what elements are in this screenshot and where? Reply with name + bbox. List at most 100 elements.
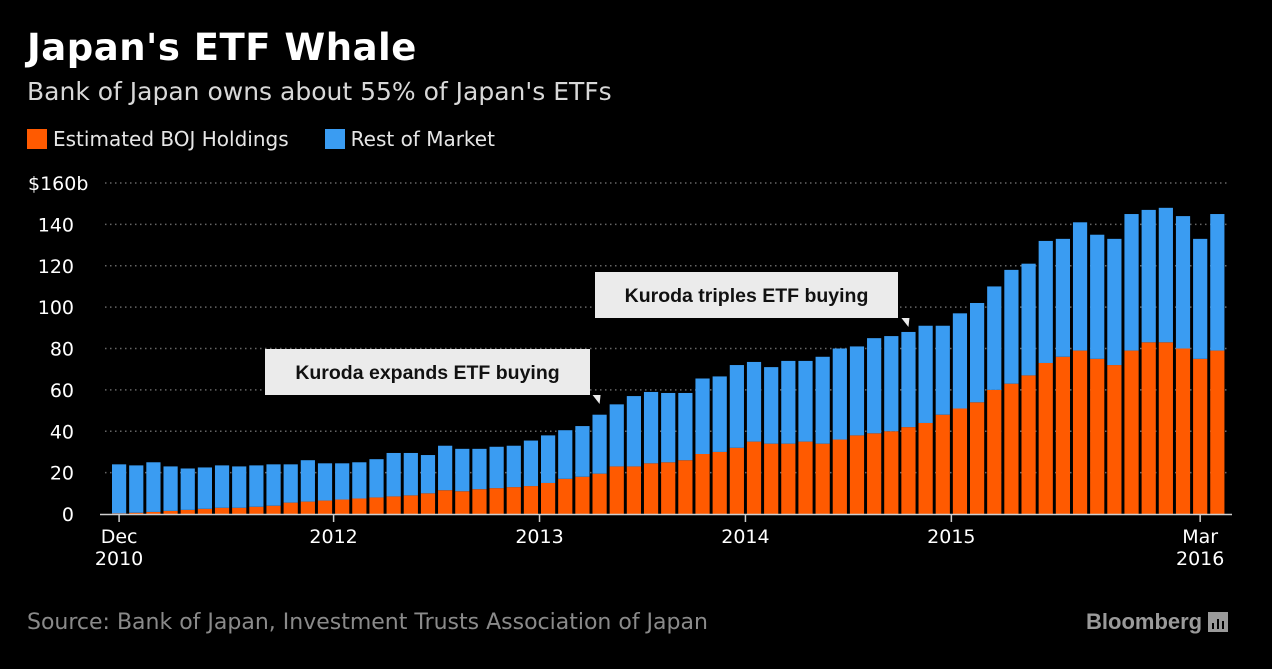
bar-boj bbox=[575, 476, 590, 514]
legend-item-boj: Estimated BOJ Holdings bbox=[27, 127, 289, 151]
bar-boj bbox=[403, 495, 418, 514]
bar-boj bbox=[163, 510, 178, 514]
bar-boj bbox=[712, 451, 727, 514]
bar-rest bbox=[1158, 207, 1173, 343]
bar-boj bbox=[214, 507, 230, 514]
bar-rest bbox=[729, 365, 744, 448]
y-tick-label: 140 bbox=[38, 214, 74, 236]
bar-boj bbox=[369, 497, 384, 514]
bar-rest bbox=[867, 338, 882, 434]
legend-item-rest: Rest of Market bbox=[324, 127, 495, 151]
bar-boj bbox=[317, 500, 333, 514]
bar-boj bbox=[283, 502, 298, 514]
bar-rest bbox=[935, 325, 950, 415]
bar-rest bbox=[1090, 234, 1105, 359]
bar-rest bbox=[146, 462, 161, 512]
chart-title: Japan's ETF Whale bbox=[27, 26, 417, 69]
bar-rest bbox=[746, 361, 762, 442]
bar-boj bbox=[1090, 358, 1105, 514]
bar-boj bbox=[249, 506, 264, 514]
bar-rest bbox=[1124, 214, 1139, 351]
bar-rest bbox=[129, 465, 144, 513]
bar-boj bbox=[541, 482, 556, 514]
bar-rest bbox=[438, 445, 453, 491]
bar-boj bbox=[867, 433, 882, 514]
bar-boj bbox=[1193, 358, 1208, 514]
bar-boj bbox=[352, 498, 367, 514]
bar-rest bbox=[712, 376, 727, 452]
bar-boj bbox=[935, 414, 950, 514]
bar-boj bbox=[746, 441, 762, 514]
y-tick-label: 0 bbox=[62, 504, 74, 526]
brand-name: Bloomberg bbox=[1086, 609, 1203, 634]
bloomberg-chart-icon bbox=[1208, 612, 1229, 632]
bar-rest bbox=[575, 426, 590, 477]
bar-rest bbox=[214, 465, 230, 508]
bar-rest bbox=[1210, 214, 1225, 351]
bar-boj bbox=[661, 462, 676, 514]
bar-boj bbox=[558, 478, 573, 514]
bar-rest bbox=[952, 313, 968, 409]
bar-boj bbox=[1055, 356, 1070, 514]
bar-rest bbox=[918, 325, 933, 423]
y-tick-label: 60 bbox=[50, 380, 74, 402]
bar-rest bbox=[901, 331, 916, 428]
bar-boj bbox=[609, 466, 624, 514]
bar-boj bbox=[815, 443, 830, 514]
bar-boj bbox=[798, 441, 813, 514]
bar-rest bbox=[420, 455, 436, 494]
bar-rest bbox=[352, 462, 367, 499]
annotation-callout: Kuroda triples ETF buying bbox=[595, 272, 910, 327]
legend-label-rest: Rest of Market bbox=[350, 127, 495, 151]
x-tick-label-year: 2016 bbox=[1176, 548, 1224, 570]
bar-boj bbox=[970, 402, 985, 514]
bar-rest bbox=[678, 392, 693, 461]
bar-rest bbox=[317, 463, 333, 501]
bar-boj bbox=[1124, 350, 1139, 514]
bar-boj bbox=[849, 435, 865, 514]
legend-label-boj: Estimated BOJ Holdings bbox=[53, 127, 289, 151]
annotation-box bbox=[595, 272, 898, 318]
bar-rest bbox=[180, 468, 195, 510]
bar-boj bbox=[832, 439, 847, 514]
bar-rest bbox=[403, 452, 418, 496]
bar-boj bbox=[1141, 342, 1156, 514]
annotation-text: Kuroda expands ETF buying bbox=[295, 362, 559, 384]
bar-rest bbox=[1193, 238, 1208, 359]
annotation-box bbox=[265, 349, 590, 395]
bar-boj bbox=[420, 493, 436, 514]
x-tick-label: Mar bbox=[1182, 526, 1218, 548]
bar-boj bbox=[1107, 365, 1122, 514]
bar-rest bbox=[1141, 209, 1156, 343]
bar-rest bbox=[626, 396, 641, 467]
bar-boj bbox=[335, 499, 350, 514]
bar-boj bbox=[1021, 375, 1036, 514]
source-note: Source: Bank of Japan, Investment Trusts… bbox=[27, 610, 708, 635]
bar-rest bbox=[884, 336, 899, 432]
y-tick-label: 120 bbox=[38, 256, 74, 278]
bar-rest bbox=[798, 360, 813, 442]
bar-rest bbox=[335, 463, 350, 500]
bar-rest bbox=[163, 466, 178, 511]
annotation-text: Kuroda triples ETF buying bbox=[625, 285, 869, 307]
y-tick-label: $160b bbox=[28, 173, 88, 195]
annotations: Kuroda expands ETF buying Kuroda triples … bbox=[265, 272, 910, 404]
bar-boj bbox=[1210, 350, 1225, 514]
bar-boj bbox=[1158, 342, 1173, 514]
bar-rest bbox=[1021, 263, 1036, 376]
chart-subtitle: Bank of Japan owns about 55% of Japan's … bbox=[27, 77, 612, 106]
bloomberg-logo: Bloomberg bbox=[1086, 609, 1229, 635]
annotation-pointer bbox=[592, 395, 601, 404]
bar-rest bbox=[1038, 240, 1053, 363]
bar-rest bbox=[764, 367, 779, 444]
x-tick-label: 2012 bbox=[309, 526, 357, 548]
bar-boj bbox=[918, 422, 933, 514]
bar-rest bbox=[1055, 238, 1070, 357]
bar-rest bbox=[695, 378, 710, 455]
bar-boj bbox=[1175, 348, 1191, 514]
bar-boj bbox=[901, 427, 916, 514]
bar-rest bbox=[489, 446, 504, 489]
bar-boj bbox=[300, 501, 315, 514]
bar-boj bbox=[1072, 350, 1088, 514]
bar-boj bbox=[729, 447, 744, 514]
